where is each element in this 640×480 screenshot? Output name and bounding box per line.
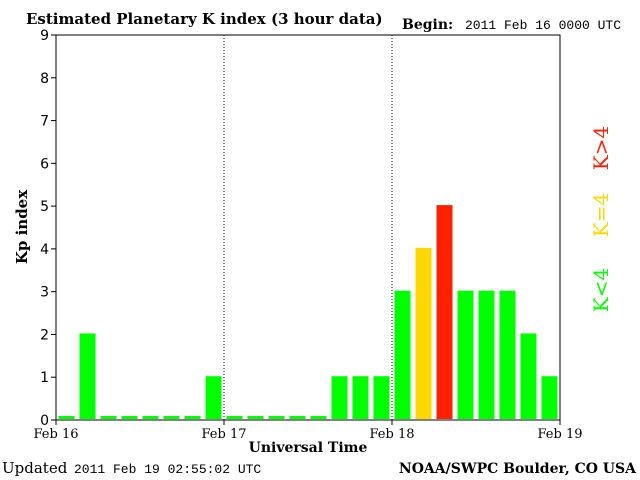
begin-label: Begin: [402,17,453,33]
kp-bar [436,205,453,419]
x-tick-label: Feb 18 [370,427,415,442]
x-axis-label: Universal Time [249,440,368,456]
x-tick-label: Feb 19 [538,427,583,442]
y-axis-ticks: 0 1 2 3 4 5 6 7 8 9 [40,28,56,429]
kp-bar [415,247,432,419]
legend-item: K>4 [589,126,613,170]
y-tick-label: 3 [40,285,49,301]
y-tick-label: 2 [40,327,49,343]
y-tick-label: 8 [40,71,49,87]
y-tick-label: 4 [40,242,49,258]
updated-label: Updated [2,459,68,477]
kp-bar [352,376,369,419]
kp-bar [205,376,222,419]
kp-bar [58,416,75,419]
kp-bar [289,416,306,419]
day-gridlines [223,35,393,420]
y-tick-label: 6 [40,156,49,172]
plot-area [55,34,561,421]
legend-item: K=4 [589,193,613,237]
y-tick-label: 9 [40,28,49,44]
kp-bar [394,290,411,419]
kp-bar [310,416,327,419]
kp-bar [142,416,159,419]
kp-bar [121,416,138,419]
kp-bar [100,416,117,419]
kp-bar [541,376,558,419]
bars [58,205,558,419]
kp-bar [79,333,96,419]
y-tick-label: 7 [40,114,49,130]
y-tick-label: 1 [40,370,49,386]
kp-bar [226,416,243,419]
legend: K<4 K=4 K>4 [589,126,613,312]
kp-bar [268,416,285,419]
source-credit: NOAA/SWPC Boulder, CO USA [399,461,637,477]
chart-title: Estimated Planetary K index (3 hour data… [26,10,383,28]
kp-bar [163,416,180,419]
begin-value: 2011 Feb 16 0000 UTC [465,18,621,33]
kp-bar [478,290,495,419]
kp-bar [457,290,474,419]
kp-bar [247,416,264,419]
x-tick-label: Feb 17 [202,427,247,442]
x-axis-ticks: Feb 16 Feb 17 Feb 18 Feb 19 [34,420,583,442]
y-axis-label: Kp index [13,189,31,264]
kp-bar [499,290,516,419]
y-tick-label: 5 [40,199,49,215]
x-tick-label: Feb 16 [34,427,79,442]
kp-bar [520,333,537,419]
updated-value: 2011 Feb 19 02:55:02 UTC [74,462,261,477]
kp-bar [331,376,348,419]
kp-bar [373,376,390,419]
y-tick-label: 0 [40,413,49,429]
kp-bar [184,416,201,419]
legend-item: K<4 [589,268,613,312]
